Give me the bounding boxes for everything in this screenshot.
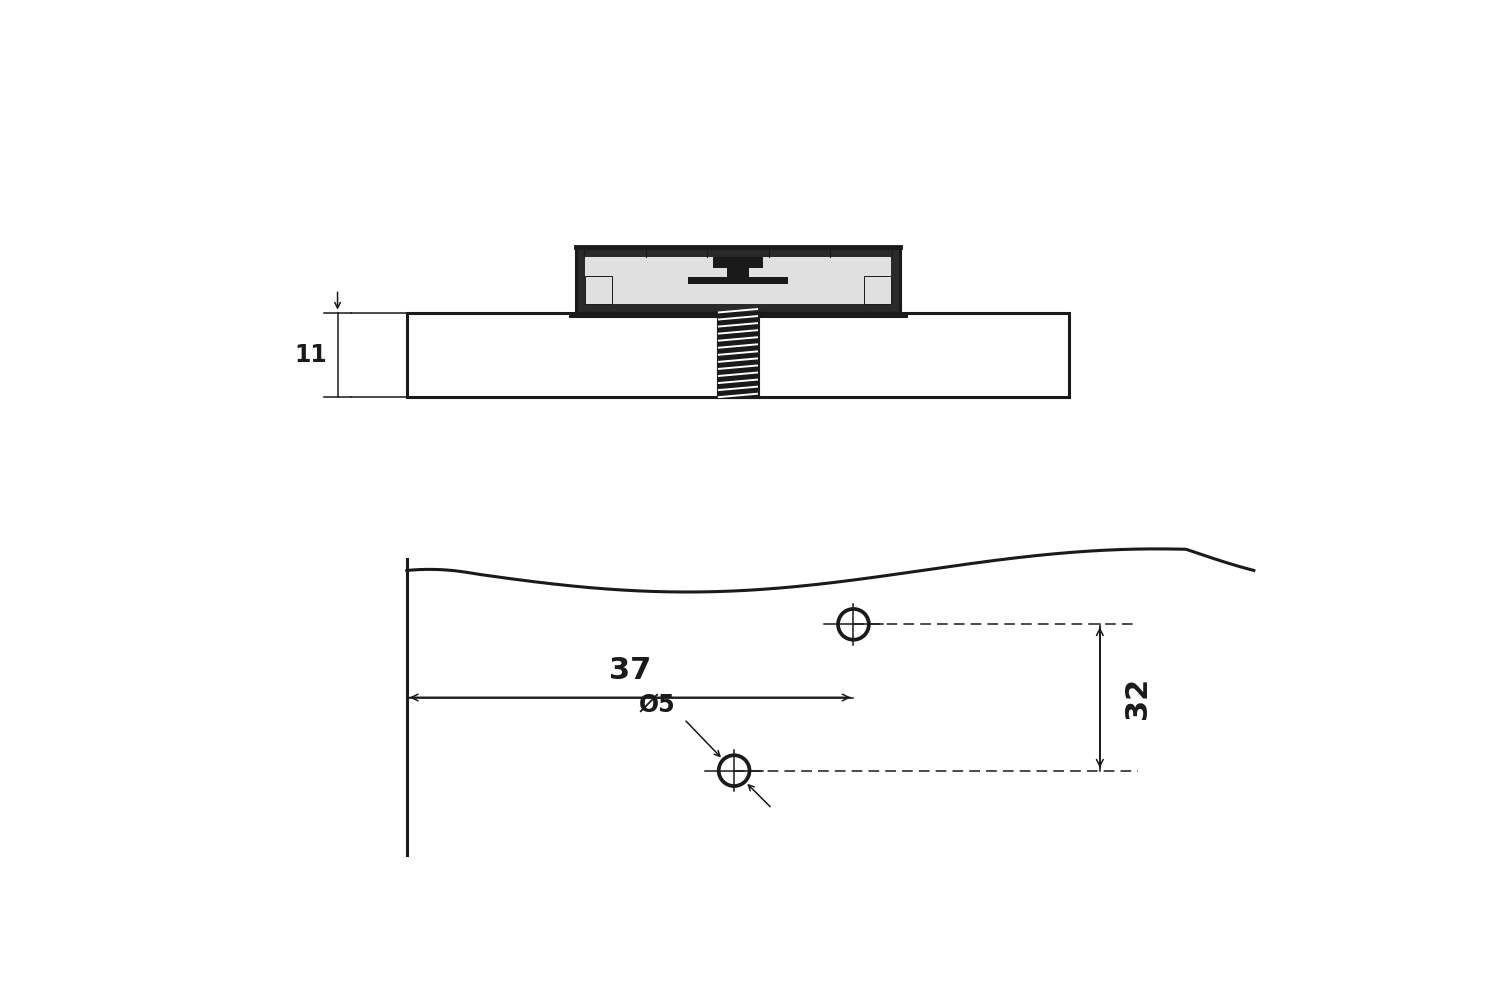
Polygon shape bbox=[718, 312, 758, 397]
Polygon shape bbox=[688, 277, 788, 284]
Text: 37: 37 bbox=[609, 656, 651, 685]
Text: Ø5: Ø5 bbox=[639, 693, 675, 717]
Polygon shape bbox=[576, 247, 900, 312]
Polygon shape bbox=[728, 268, 748, 277]
Text: 11: 11 bbox=[294, 343, 327, 367]
Text: 32: 32 bbox=[1124, 676, 1152, 719]
Polygon shape bbox=[406, 312, 1070, 397]
Polygon shape bbox=[712, 257, 764, 268]
Polygon shape bbox=[864, 276, 891, 304]
Polygon shape bbox=[585, 257, 891, 304]
Polygon shape bbox=[585, 276, 612, 304]
